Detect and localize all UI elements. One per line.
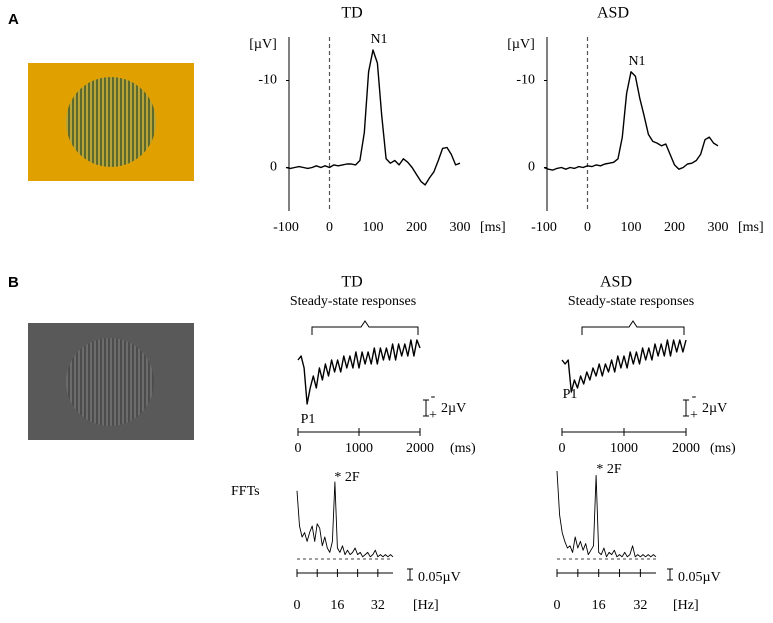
x-tick-label: -100: [273, 220, 299, 235]
x-tick-label: 100: [363, 220, 384, 235]
scale-sign: +: [690, 408, 698, 423]
panel-label: B: [8, 274, 19, 291]
peak-label: P1: [563, 387, 578, 402]
x-tick-label: 0: [584, 220, 591, 235]
scale-sign: -: [431, 389, 436, 404]
x-tick-label: 2000: [672, 441, 700, 456]
data-line: [556, 470, 657, 558]
ffts-label: FFTs: [231, 484, 260, 499]
x-axis-label: [ms]: [480, 220, 506, 235]
chart-title: ASD: [597, 5, 629, 22]
x-tick-label: 0: [559, 441, 566, 456]
scale-label: 0.05µV: [678, 570, 721, 585]
y-axis-label: [µV]: [249, 37, 277, 52]
x-tick-label: 100: [621, 220, 642, 235]
y-tick-label: -10: [258, 73, 277, 88]
peak-label: P1: [301, 412, 316, 427]
x-tick-label: 16: [592, 598, 606, 613]
bracket: [311, 320, 419, 335]
panel-label: A: [8, 11, 19, 28]
annotation: N1: [370, 32, 387, 47]
x-tick-label: 32: [371, 598, 385, 613]
x-tick-label: 0: [554, 598, 561, 613]
x-tick-label: 200: [406, 220, 427, 235]
annotation: Steady-state responses: [568, 294, 694, 309]
x-tick-label: 300: [450, 220, 471, 235]
x-tick-label: 1000: [610, 441, 638, 456]
x-tick-label: 0: [294, 598, 301, 613]
scale-sign: +: [429, 408, 437, 423]
scale-label: 2µV: [441, 401, 466, 416]
x-axis-label: [Hz]: [413, 598, 439, 613]
x-tick-label: 1000: [345, 441, 373, 456]
y-tick-label: 0: [528, 160, 535, 175]
scale-label: 2µV: [702, 401, 727, 416]
bracket: [581, 320, 685, 335]
x-tick-label: 16: [330, 598, 344, 613]
x-tick-label: 2000: [406, 441, 434, 456]
annotation: Steady-state responses: [290, 294, 416, 309]
chart-title: ASD: [600, 274, 632, 291]
data-line: [543, 71, 719, 171]
scale-sign: -: [692, 389, 697, 404]
x-axis-label: (ms): [710, 441, 736, 456]
x-axis-label: [ms]: [738, 220, 764, 235]
data-line: [561, 339, 687, 393]
x-tick-label: 200: [664, 220, 685, 235]
y-tick-label: 0: [270, 160, 277, 175]
data-line: [297, 339, 421, 405]
data-line: [285, 49, 461, 186]
annotation: N1: [628, 54, 645, 69]
x-tick-label: 32: [633, 598, 647, 613]
data-line: [296, 481, 394, 558]
chart-title: TD: [341, 274, 362, 291]
annotation: * 2F: [334, 470, 360, 485]
x-tick-label: 0: [326, 220, 333, 235]
stimulus-grating: [66, 77, 156, 167]
scale-label: 0.05µV: [418, 570, 461, 585]
y-axis-label: [µV]: [507, 37, 535, 52]
x-axis-label: (ms): [450, 441, 476, 456]
y-tick-label: -10: [516, 73, 535, 88]
x-tick-label: 300: [708, 220, 729, 235]
stimulus-grating: [66, 338, 154, 426]
x-tick-label: -100: [531, 220, 557, 235]
annotation: * 2F: [596, 462, 622, 477]
chart-title: TD: [341, 5, 362, 22]
x-axis-label: [Hz]: [673, 598, 699, 613]
x-tick-label: 0: [295, 441, 302, 456]
